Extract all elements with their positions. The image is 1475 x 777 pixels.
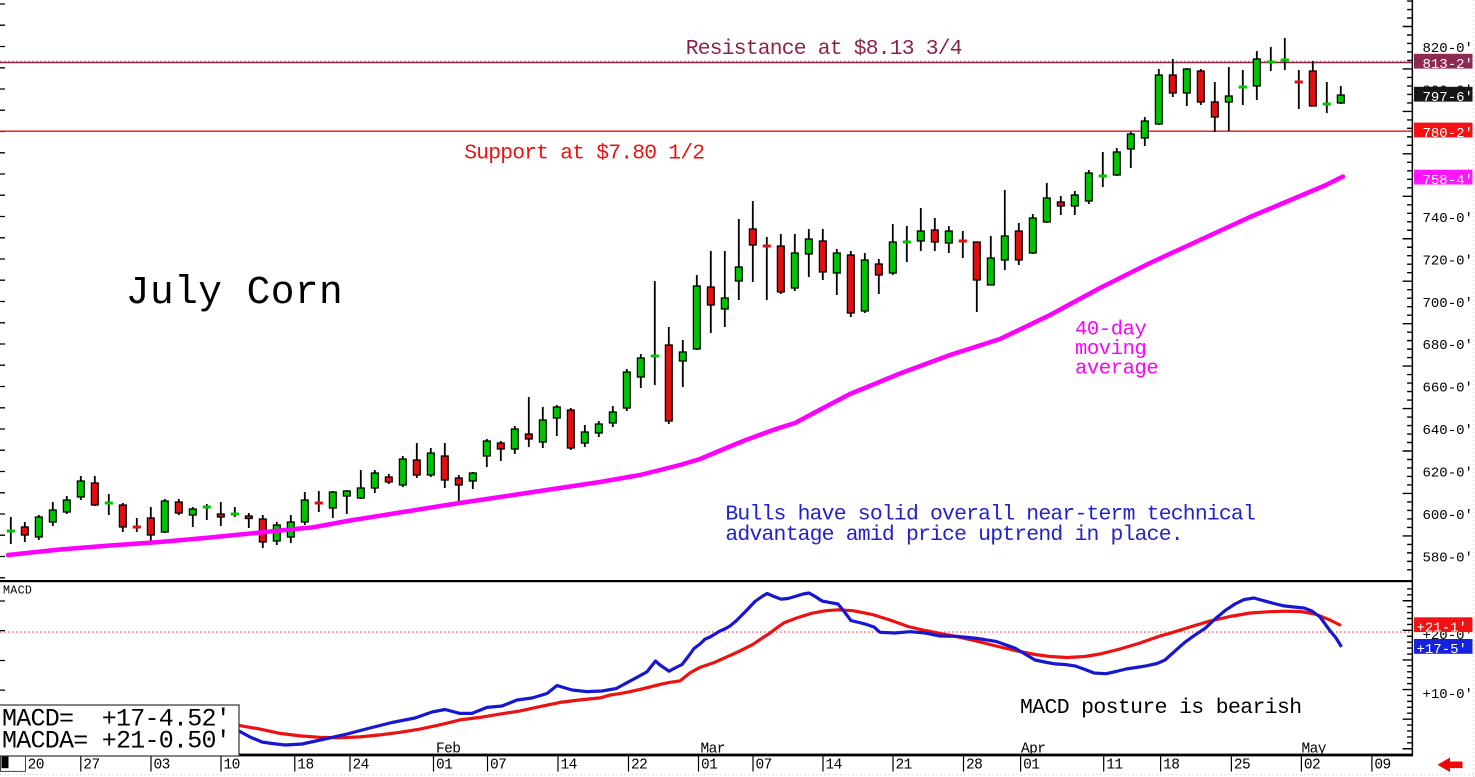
svg-text:10: 10 — [224, 758, 240, 774]
svg-text:03: 03 — [154, 758, 170, 774]
svg-text:advantage amid price uptrend i: advantage amid price uptrend in place. — [725, 523, 1182, 547]
svg-text:24: 24 — [353, 758, 369, 774]
svg-text:09: 09 — [1374, 758, 1390, 774]
svg-text:Support at $7.80 1/2: Support at $7.80 1/2 — [464, 141, 704, 165]
svg-text:700-0': 700-0' — [1423, 296, 1473, 312]
svg-text:02: 02 — [1304, 758, 1320, 774]
svg-text:18: 18 — [297, 758, 313, 774]
svg-text:22: 22 — [631, 758, 647, 774]
svg-text:20: 20 — [28, 758, 44, 774]
svg-text:820-0': 820-0' — [1423, 41, 1473, 57]
svg-text:01: 01 — [436, 758, 452, 774]
svg-text:MACD posture is bearish: MACD posture is bearish — [1020, 696, 1301, 720]
svg-text:+21-1': +21-1' — [1417, 621, 1467, 637]
svg-text:May: May — [1302, 741, 1327, 757]
svg-text:14: 14 — [826, 758, 842, 774]
svg-text:Resistance at $8.13 3/4: Resistance at $8.13 3/4 — [686, 37, 962, 61]
svg-text:780-2': 780-2' — [1423, 126, 1473, 142]
svg-text:14: 14 — [561, 758, 577, 774]
svg-text:797-6': 797-6' — [1423, 90, 1473, 106]
svg-text:740-0': 740-0' — [1423, 211, 1473, 227]
svg-text:moving: moving — [1075, 338, 1146, 361]
svg-text:01: 01 — [1023, 758, 1039, 774]
svg-text:July Corn: July Corn — [126, 270, 343, 315]
svg-text:Bulls have solid overall near-: Bulls have solid overall near-term techn… — [725, 503, 1255, 527]
svg-text:25: 25 — [1234, 758, 1250, 774]
svg-text:MACD= +17-4.52': MACD= +17-4.52' — [2, 705, 230, 734]
svg-text:813-2': 813-2' — [1423, 57, 1473, 73]
svg-text:27: 27 — [83, 758, 99, 774]
svg-text:07: 07 — [756, 758, 772, 774]
svg-text:580-0': 580-0' — [1423, 551, 1473, 567]
svg-text:11: 11 — [1106, 758, 1122, 774]
svg-text:MACDA= +21-0.50': MACDA= +21-0.50' — [2, 727, 230, 756]
svg-text:+17-5': +17-5' — [1417, 642, 1467, 658]
svg-text:680-0': 680-0' — [1423, 338, 1473, 354]
svg-text:MACD: MACD — [3, 584, 32, 598]
svg-text:640-0': 640-0' — [1423, 423, 1473, 439]
svg-text:720-0': 720-0' — [1423, 253, 1473, 269]
svg-text:28: 28 — [966, 758, 982, 774]
svg-text:01: 01 — [701, 758, 717, 774]
svg-text:21: 21 — [896, 758, 912, 774]
svg-text:40-day: 40-day — [1075, 319, 1147, 342]
svg-text:Mar: Mar — [701, 741, 725, 757]
svg-text:660-0': 660-0' — [1423, 381, 1473, 397]
svg-text:600-0': 600-0' — [1423, 508, 1473, 524]
svg-text:+10-0': +10-0' — [1423, 687, 1473, 703]
svg-text:758-4': 758-4' — [1423, 173, 1473, 189]
svg-text:620-0': 620-0' — [1423, 466, 1473, 482]
svg-text:Apr: Apr — [1021, 741, 1045, 757]
svg-text:Feb: Feb — [436, 741, 460, 757]
svg-text:18: 18 — [1163, 758, 1179, 774]
svg-text:07: 07 — [490, 758, 506, 774]
svg-text:average: average — [1075, 358, 1158, 381]
